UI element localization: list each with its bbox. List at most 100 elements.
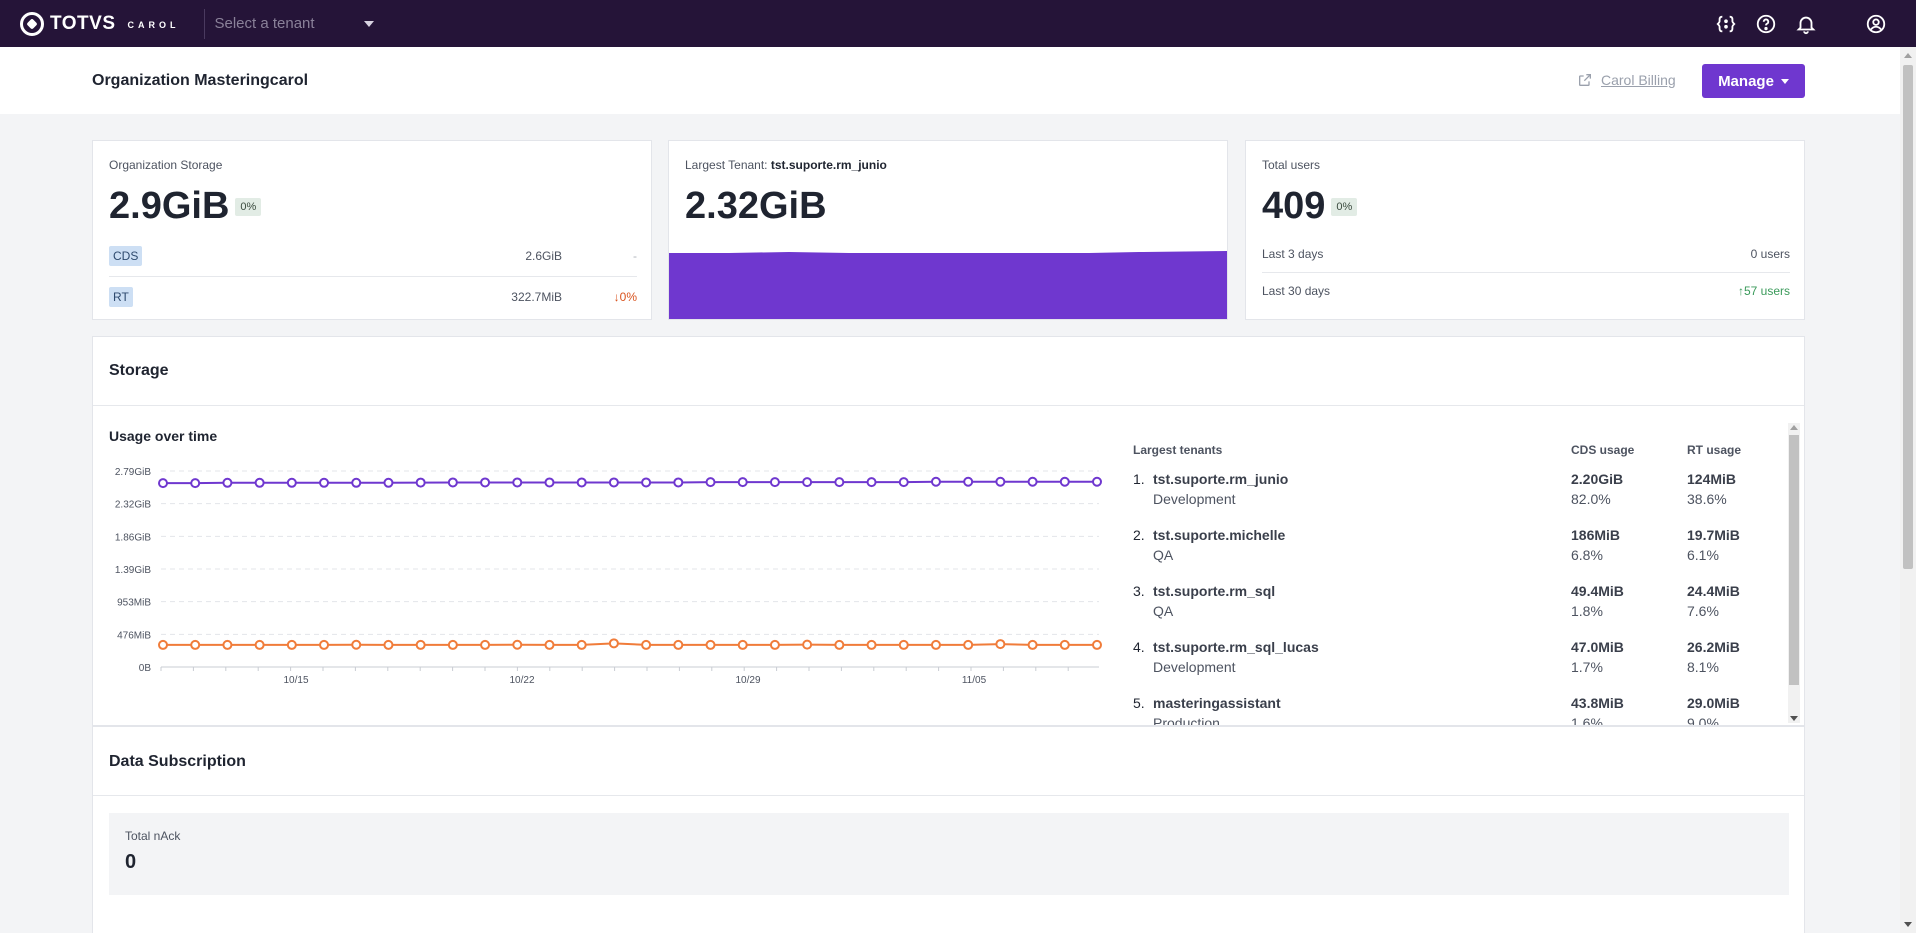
rt-usage-point [351, 639, 362, 650]
tenant-row[interactable]: 5. masteringassistant Production 43.8MiB 1.6… [1133, 695, 1793, 725]
total-usage-point [673, 477, 684, 488]
tenant-cds-usage: 49.4MiB [1571, 583, 1624, 599]
tenant-select[interactable]: Select a tenant [203, 8, 374, 39]
tenant-rt-percent: 8.1% [1687, 659, 1719, 675]
tenant-rt-percent: 38.6% [1687, 491, 1727, 507]
tenant-rank: 5. [1133, 695, 1145, 711]
rt-usage-point [608, 638, 619, 649]
brand-logo[interactable]: TOTVS CAROL [20, 11, 180, 36]
rt-usage-point [576, 639, 587, 650]
rt-usage-point [286, 639, 297, 650]
scroll-down-icon[interactable] [1904, 922, 1912, 927]
total-usage-point [705, 477, 716, 488]
brand-product: CAROL [127, 20, 180, 30]
rt-usage-point [1027, 639, 1038, 650]
tenant-environment: QA [1153, 603, 1174, 619]
largest-tenants-table: Largest tenants CDS usage RT usage 1. tst… [1133, 415, 1798, 725]
y-tick-label: 2.32GiB [115, 500, 151, 511]
tenant-name[interactable]: tst.suporte.rm_junio [1153, 471, 1289, 487]
page-scroll-thumb[interactable] [1903, 65, 1913, 569]
totvs-logo-icon [20, 11, 44, 36]
total-usage-point [834, 477, 845, 488]
cds-value: 2.6GiB [525, 249, 562, 263]
rt-usage-point [158, 639, 168, 650]
total-nack-value: 0 [125, 851, 137, 873]
tenant-rt-percent: 9.0% [1687, 715, 1719, 725]
users-change-badge: 0% [1331, 197, 1358, 216]
tenant-cds-usage: 47.0MiB [1571, 639, 1624, 655]
card-label: Organization Storage [109, 158, 223, 172]
manage-button[interactable]: Manage [1702, 64, 1805, 98]
rt-tag: RT [109, 287, 133, 307]
users-30days-label: Last 30 days [1262, 284, 1331, 298]
users-row-30days: Last 30 days ↑57 users [1262, 281, 1790, 309]
rt-usage-point [222, 639, 233, 650]
rt-usage-point [190, 639, 201, 650]
rt-change: ↓0% [613, 290, 637, 304]
tenant-rt-usage: 124MiB [1687, 471, 1737, 487]
rt-usage-point [866, 639, 877, 650]
tenant-cds-usage: 43.8MiB [1571, 695, 1624, 711]
y-tick-label: 476MiB [117, 630, 151, 641]
total-usage-point [222, 477, 233, 488]
tenant-name[interactable]: tst.suporte.rm_sql_lucas [1153, 639, 1319, 655]
help-icon[interactable] [1754, 12, 1778, 36]
total-usage-point [351, 477, 362, 488]
storage-row-rt: RT 322.7MiB ↓0% [109, 285, 637, 315]
rt-usage-point [963, 639, 974, 650]
tenant-rank: 2. [1133, 527, 1145, 543]
scroll-down-icon[interactable] [1790, 716, 1798, 721]
total-usage-point [190, 478, 201, 489]
carol-billing-link[interactable]: Carol Billing [1577, 72, 1676, 88]
rt-usage-point [544, 639, 555, 650]
total-usage-point [254, 477, 265, 488]
tenants-scrollbar[interactable] [1788, 423, 1800, 723]
rt-usage-point [641, 639, 652, 650]
rt-usage-point [512, 639, 523, 650]
divider [93, 405, 1804, 406]
code-braces-icon[interactable] [1714, 12, 1738, 36]
tenant-name[interactable]: tst.suporte.michelle [1153, 527, 1286, 543]
page-scrollbar[interactable] [1900, 47, 1916, 933]
tenant-environment: Development [1153, 659, 1236, 675]
total-nack-label: Total nAck [125, 829, 181, 843]
bell-icon[interactable] [1794, 12, 1818, 36]
scroll-up-icon[interactable] [1790, 425, 1798, 430]
usage-over-time-title: Usage over time [109, 428, 218, 444]
manage-label: Manage [1718, 72, 1774, 90]
rt-usage-point [705, 639, 716, 650]
total-users-card: Total users 409 0% Last 3 days 0 users L… [1245, 140, 1805, 320]
total-usage-point [930, 476, 941, 487]
tenant-row[interactable]: 3. tst.suporte.rm_sql QA 49.4MiB 1.8% 24.4MiB… [1133, 583, 1793, 639]
rt-usage-point [769, 639, 780, 650]
y-tick-label: 2.79GiB [115, 467, 151, 478]
data-subscription-title: Data Subscription [109, 753, 246, 770]
tenant-environment: QA [1153, 547, 1174, 563]
tenants-scroll-thumb[interactable] [1789, 435, 1799, 685]
tenant-row[interactable]: 1. tst.suporte.rm_junio Development 2.20GiB… [1133, 471, 1793, 527]
top-bar: TOTVS CAROL Select a tenant [0, 0, 1916, 47]
tenant-row[interactable]: 4. tst.suporte.rm_sql_lucas Development 47.… [1133, 639, 1793, 695]
organization-storage-card: Organization Storage 2.9GiB 0% CDS 2.6Gi… [92, 140, 652, 320]
user-account-icon[interactable] [1864, 12, 1888, 36]
rt-usage-point [834, 639, 845, 650]
tenant-cds-percent: 82.0% [1571, 491, 1611, 507]
caret-down-icon [1780, 78, 1789, 84]
tenant-rt-usage: 19.7MiB [1687, 527, 1740, 543]
storage-total-value: 2.9GiB [109, 185, 230, 227]
total-nack-box: Total nAck 0 [109, 813, 1789, 895]
scroll-up-icon[interactable] [1904, 53, 1912, 58]
total-usage-point [802, 477, 813, 488]
tenant-name[interactable]: masteringassistant [1153, 695, 1281, 711]
page-title: Organization Masteringcarol [92, 72, 309, 89]
tenant-row[interactable]: 2. tst.suporte.michelle QA 186MiB 6.8% 19.7Mi… [1133, 527, 1793, 583]
rt-usage-point [447, 639, 458, 650]
total-usage-point [995, 476, 1006, 487]
tenant-name[interactable]: tst.suporte.rm_sql [1153, 583, 1276, 599]
users-30days-value: ↑57 users [1737, 284, 1790, 298]
storage-change-badge: 0% [235, 197, 262, 216]
rt-usage-point [898, 639, 909, 650]
total-usage-point [286, 477, 297, 488]
cds-change: - [633, 249, 637, 263]
largest-tenant-name: tst.suporte.rm_junio [770, 158, 887, 172]
